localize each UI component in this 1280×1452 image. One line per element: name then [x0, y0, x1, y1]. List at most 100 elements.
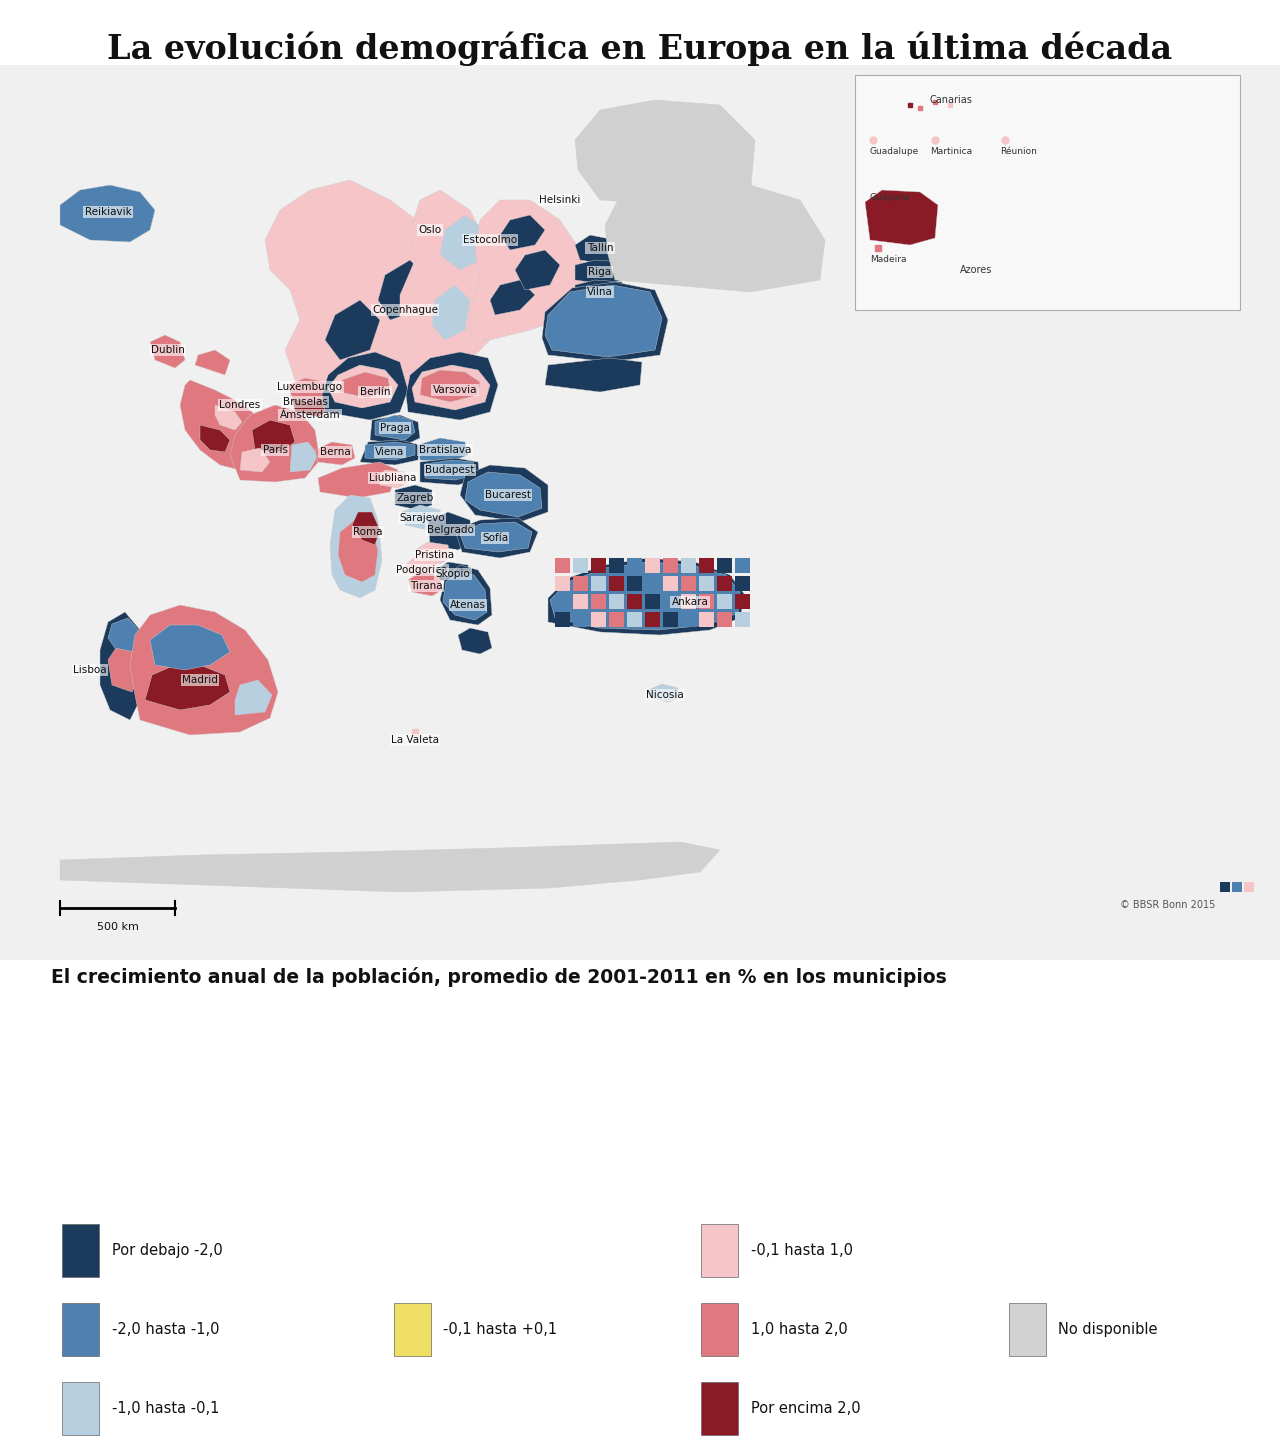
Polygon shape [292, 392, 330, 417]
Text: Estocolmo: Estocolmo [463, 235, 517, 245]
Polygon shape [699, 558, 714, 574]
Polygon shape [150, 624, 230, 669]
Polygon shape [428, 513, 472, 550]
Text: La Valeta: La Valeta [390, 735, 439, 745]
Text: Bucarest: Bucarest [485, 489, 531, 499]
Polygon shape [556, 576, 570, 591]
Polygon shape [627, 576, 643, 591]
Polygon shape [330, 495, 381, 598]
Text: París: París [262, 444, 288, 454]
Polygon shape [291, 441, 317, 472]
Text: Tallín: Tallín [586, 242, 613, 253]
Text: Madeira: Madeira [870, 256, 906, 264]
Polygon shape [717, 576, 732, 591]
Polygon shape [575, 235, 620, 266]
Polygon shape [265, 180, 451, 409]
Polygon shape [545, 285, 662, 357]
Polygon shape [108, 645, 140, 693]
Text: Por encima 2,0: Por encima 2,0 [750, 1401, 860, 1416]
Polygon shape [443, 572, 486, 620]
Polygon shape [645, 611, 660, 627]
Polygon shape [735, 611, 750, 627]
Polygon shape [200, 425, 230, 452]
Polygon shape [328, 364, 398, 408]
Polygon shape [735, 576, 750, 591]
Text: Riga: Riga [589, 267, 612, 277]
Polygon shape [627, 611, 643, 627]
Bar [63, 1382, 100, 1435]
Polygon shape [699, 611, 714, 627]
Polygon shape [591, 576, 605, 591]
Polygon shape [352, 513, 380, 544]
Text: Martinica: Martinica [931, 148, 972, 157]
Polygon shape [681, 576, 696, 591]
Bar [1244, 881, 1254, 892]
Text: -2,0 hasta -1,0: -2,0 hasta -1,0 [111, 1323, 219, 1337]
Polygon shape [575, 280, 625, 305]
Text: © BBSR Bonn 2015: © BBSR Bonn 2015 [1120, 900, 1215, 910]
Polygon shape [396, 370, 420, 392]
Text: Azores: Azores [960, 266, 992, 274]
Polygon shape [609, 594, 625, 608]
Polygon shape [317, 462, 398, 498]
Polygon shape [681, 558, 696, 574]
Polygon shape [230, 405, 320, 482]
Bar [1009, 1304, 1046, 1356]
Polygon shape [195, 350, 230, 375]
Polygon shape [681, 611, 696, 627]
Bar [701, 1224, 739, 1278]
Polygon shape [60, 184, 155, 242]
Bar [701, 1304, 739, 1356]
Text: Zagreb: Zagreb [397, 494, 434, 502]
Polygon shape [340, 372, 390, 398]
Text: Liubliana: Liubliana [370, 473, 417, 484]
Polygon shape [663, 594, 678, 608]
Polygon shape [556, 558, 570, 574]
Text: Guadalupe: Guadalupe [870, 148, 919, 157]
Text: Pristina: Pristina [416, 550, 454, 560]
Text: Por debajo -2,0: Por debajo -2,0 [111, 1243, 223, 1259]
Polygon shape [735, 558, 750, 574]
Text: Londres: Londres [219, 399, 261, 409]
Text: Bruselas: Bruselas [283, 396, 328, 407]
Polygon shape [458, 629, 492, 653]
Polygon shape [460, 523, 532, 552]
Polygon shape [573, 594, 588, 608]
Polygon shape [323, 351, 408, 420]
Text: Réunion: Réunion [1000, 148, 1037, 157]
Polygon shape [627, 558, 643, 574]
Polygon shape [500, 215, 545, 250]
Polygon shape [575, 100, 755, 205]
Polygon shape [663, 576, 678, 591]
Polygon shape [556, 611, 570, 627]
Polygon shape [681, 594, 696, 608]
Polygon shape [645, 576, 660, 591]
Polygon shape [465, 472, 541, 517]
Text: Belgrado: Belgrado [426, 526, 474, 534]
Polygon shape [699, 576, 714, 591]
Polygon shape [556, 594, 570, 608]
Text: Bratislava: Bratislava [419, 444, 471, 454]
Polygon shape [396, 485, 433, 510]
Polygon shape [440, 215, 485, 270]
Polygon shape [440, 565, 492, 624]
Polygon shape [325, 301, 380, 360]
Polygon shape [378, 260, 430, 319]
Polygon shape [399, 190, 500, 370]
Polygon shape [699, 594, 714, 608]
Text: Reikiavik: Reikiavik [84, 208, 132, 216]
Polygon shape [609, 576, 625, 591]
Text: 500 km: 500 km [97, 922, 140, 932]
Text: Varsovia: Varsovia [433, 385, 477, 395]
Text: No disponible: No disponible [1057, 1323, 1157, 1337]
Text: Ámsterdam: Ámsterdam [280, 409, 340, 420]
Polygon shape [865, 190, 938, 245]
Text: -1,0 hasta -0,1: -1,0 hasta -0,1 [111, 1401, 219, 1416]
Polygon shape [150, 335, 186, 367]
Polygon shape [435, 562, 470, 584]
Text: Canarias: Canarias [931, 94, 973, 105]
Polygon shape [454, 518, 538, 558]
Bar [1231, 881, 1242, 892]
Polygon shape [575, 260, 625, 285]
Text: Vilna: Vilna [588, 287, 613, 298]
